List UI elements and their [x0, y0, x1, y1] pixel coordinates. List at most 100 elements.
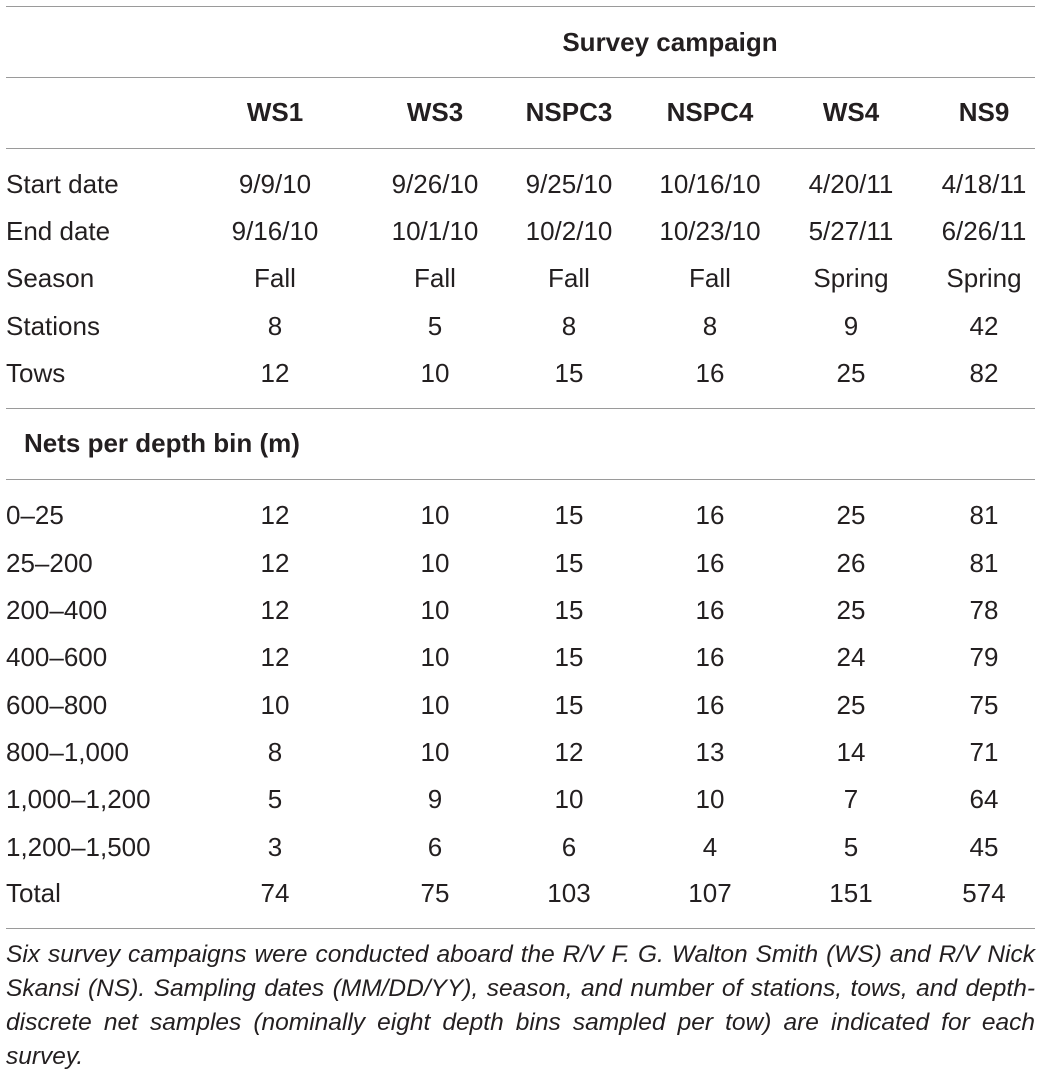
cell-value: 10/23/10 [659, 216, 761, 246]
cell-value: 81 [969, 500, 999, 530]
cell-value: 10 [695, 784, 725, 814]
cell-value: 79 [969, 642, 999, 672]
cell-value: 16 [695, 690, 725, 720]
cell-value: 10 [420, 737, 450, 767]
cell-value: 4 [702, 832, 718, 862]
cell-value: 16 [695, 595, 725, 625]
cell-value: 12 [554, 737, 584, 767]
cell-value: 10 [420, 595, 450, 625]
cell-value: 5 [843, 832, 859, 862]
cell-value: 25 [836, 690, 866, 720]
cell-value: 8 [267, 311, 283, 341]
cell-value: 8 [267, 737, 283, 767]
column-header: NSPC4 [666, 97, 754, 127]
column-header: WS1 [246, 97, 304, 127]
section-rule [6, 408, 1035, 409]
cell-value: 6 [561, 832, 577, 862]
cell-value: 15 [554, 500, 584, 530]
table-footnote: Six survey campaigns were conducted aboa… [6, 941, 1035, 1070]
cell-value: 64 [969, 784, 999, 814]
cell-value: Fall [254, 263, 296, 293]
section-header-rule [6, 479, 1035, 480]
column-header: WS3 [406, 97, 464, 127]
cell-value: Fall [548, 263, 590, 293]
cell-value: 75 [420, 878, 450, 908]
cell-value: 13 [695, 737, 725, 767]
cell-value: 15 [554, 358, 584, 388]
column-header: NS9 [958, 97, 1010, 127]
cell-value: 10 [420, 690, 450, 720]
section-title: Nets per depth bin (m) [24, 428, 300, 458]
row-label: 800–1,000 [6, 737, 129, 767]
table-row: Start date 9/9/10 9/26/10 9/25/10 10/16/… [0, 164, 1041, 204]
cell-value: 16 [695, 642, 725, 672]
cell-value: 10 [420, 358, 450, 388]
row-label: 600–800 [6, 690, 108, 720]
cell-value: 12 [260, 358, 290, 388]
cell-value: 15 [554, 595, 584, 625]
cell-value: 151 [829, 878, 873, 908]
cell-value: 15 [554, 690, 584, 720]
cell-value: 78 [969, 595, 999, 625]
cell-value: 25 [836, 500, 866, 530]
cell-value: 12 [260, 548, 290, 578]
row-label: Tows [6, 358, 66, 388]
cell-value: 6 [427, 832, 443, 862]
cell-value: Fall [414, 263, 456, 293]
cell-value: 5/27/11 [808, 216, 894, 246]
table-row: 25–200 12 10 15 16 26 81 [0, 543, 1041, 583]
cell-value: 10 [554, 784, 584, 814]
table-row: 1,000–1,200 5 9 10 10 7 64 [0, 779, 1041, 819]
cell-value: 9/9/10 [238, 169, 312, 199]
bottom-rule [6, 928, 1035, 929]
cell-value: 3 [267, 832, 283, 862]
cell-value: 45 [969, 832, 999, 862]
column-header: NSPC3 [525, 97, 613, 127]
cell-value: 574 [962, 878, 1006, 908]
row-label: 0–25 [6, 500, 64, 530]
column-header: WS4 [822, 97, 880, 127]
row-label: 1,000–1,200 [6, 784, 151, 814]
cell-value: 9 [843, 311, 859, 341]
row-label: 1,200–1,500 [6, 832, 151, 862]
cell-value: 16 [695, 500, 725, 530]
cell-value: 71 [969, 737, 999, 767]
table-row: 0–25 12 10 15 16 25 81 [0, 495, 1041, 535]
cell-value: 9 [427, 784, 443, 814]
table-row: 600–800 10 10 15 16 25 75 [0, 685, 1041, 725]
row-label: Season [6, 263, 95, 293]
column-header-rule [6, 148, 1035, 149]
cell-value: 25 [836, 358, 866, 388]
cell-value: 10 [420, 548, 450, 578]
row-label: Stations [6, 311, 100, 341]
row-label: End date [6, 216, 111, 246]
cell-value: 8 [561, 311, 577, 341]
cell-value: 12 [260, 500, 290, 530]
row-label: Total [6, 878, 61, 908]
cell-value: 9/25/10 [525, 169, 613, 199]
cell-value: 15 [554, 548, 584, 578]
table-row: Season Fall Fall Fall Fall Spring Spring [0, 258, 1041, 298]
cell-value: 9/26/10 [391, 169, 479, 199]
campaign-header-row: WS1 WS3 NSPC3 NSPC4 WS4 NS9 [0, 92, 1041, 132]
cell-value: 9/16/10 [231, 216, 319, 246]
cell-value: 74 [260, 878, 290, 908]
row-label: Start date [6, 169, 119, 199]
cell-value: 81 [969, 548, 999, 578]
table-row: End date 9/16/10 10/1/10 10/2/10 10/23/1… [0, 211, 1041, 251]
top-rule [6, 6, 1035, 7]
cell-value: 5 [267, 784, 283, 814]
campaign-title: Survey campaign [562, 27, 778, 57]
cell-value: 103 [547, 878, 591, 908]
cell-value: 24 [836, 642, 866, 672]
cell-value: 14 [836, 737, 866, 767]
cell-value: 12 [260, 642, 290, 672]
cell-value: 10 [260, 690, 290, 720]
cell-value: 42 [969, 311, 999, 341]
table-row-total: Total 74 75 103 107 151 574 [0, 873, 1041, 913]
table-row: 1,200–1,500 3 6 6 4 5 45 [0, 827, 1041, 867]
cell-value: 15 [554, 642, 584, 672]
cell-value: 4/20/11 [808, 169, 894, 199]
row-label: 25–200 [6, 548, 93, 578]
